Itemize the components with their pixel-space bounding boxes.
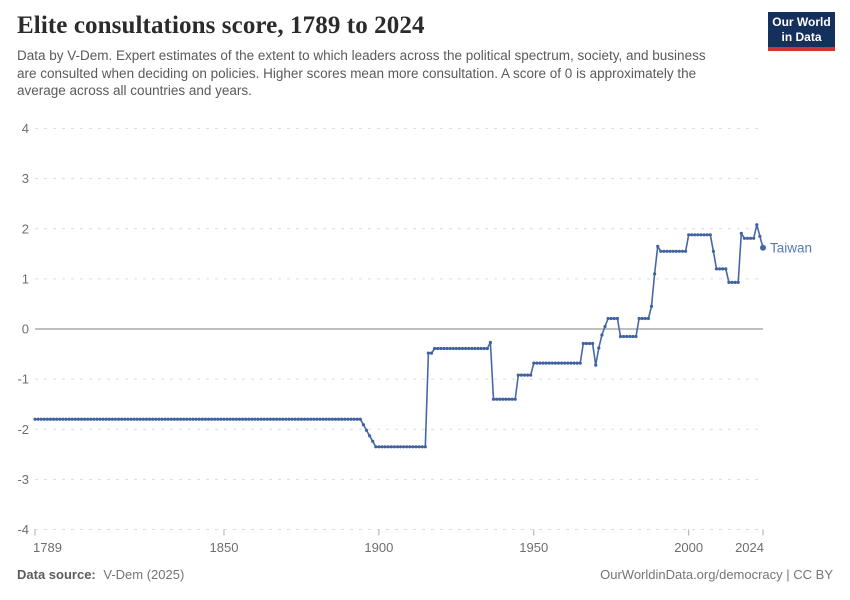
- y-tick-label: 4: [22, 121, 29, 136]
- x-axis-labels: 1789 1850 1900 1950 2000 2024: [33, 529, 764, 555]
- y-tick-label: -3: [17, 472, 29, 487]
- entity-label[interactable]: Taiwan: [770, 240, 812, 255]
- owid-logo[interactable]: Our World in Data: [768, 12, 835, 51]
- y-tick-label: 0: [22, 322, 29, 337]
- taiwan-line-markers: [33, 223, 765, 449]
- footer-license-link[interactable]: OurWorldinData.org/democracy | CC BY: [600, 567, 833, 582]
- taiwan-line: [35, 223, 764, 448]
- x-tick-label: 2024: [735, 540, 764, 555]
- x-tick-label: 1850: [210, 540, 239, 555]
- y-tick-label: -4: [17, 522, 29, 537]
- gridlines: [35, 128, 763, 530]
- y-tick-label: 2: [22, 221, 29, 236]
- x-tick-label: 1950: [519, 540, 548, 555]
- y-tick-label: -1: [17, 372, 29, 387]
- chart-title: Elite consultations score, 1789 to 2024: [17, 12, 425, 39]
- y-tick-label: -2: [17, 422, 29, 437]
- chart-subtitle: Data by V-Dem. Expert estimates of the e…: [17, 48, 706, 99]
- y-axis-labels: 4 3 2 1 0 -1 -2 -3 -4: [17, 121, 29, 537]
- data-source-value: V-Dem (2025): [103, 567, 185, 582]
- data-source-label: Data source:: [17, 567, 96, 582]
- chart-header: Elite consultations score, 1789 to 2024 …: [17, 12, 757, 100]
- x-tick-label: 1900: [364, 540, 393, 555]
- y-tick-label: 1: [22, 271, 29, 286]
- x-tick-label: 1789: [33, 540, 62, 555]
- chart-footer: Data source: V-Dem (2025) OurWorldinData…: [17, 567, 833, 587]
- owid-logo-line2: in Data: [781, 29, 822, 44]
- owid-logo-line1: Our World: [772, 14, 831, 29]
- y-tick-label: 3: [22, 171, 29, 186]
- x-tick-label: 2000: [674, 540, 703, 555]
- data-source: Data source: V-Dem (2025): [17, 567, 184, 587]
- line-end-dot: [760, 244, 766, 251]
